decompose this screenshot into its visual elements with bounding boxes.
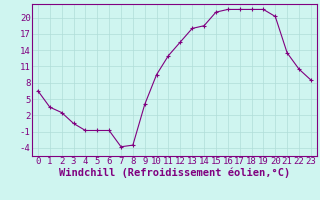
X-axis label: Windchill (Refroidissement éolien,°C): Windchill (Refroidissement éolien,°C) [59,168,290,178]
